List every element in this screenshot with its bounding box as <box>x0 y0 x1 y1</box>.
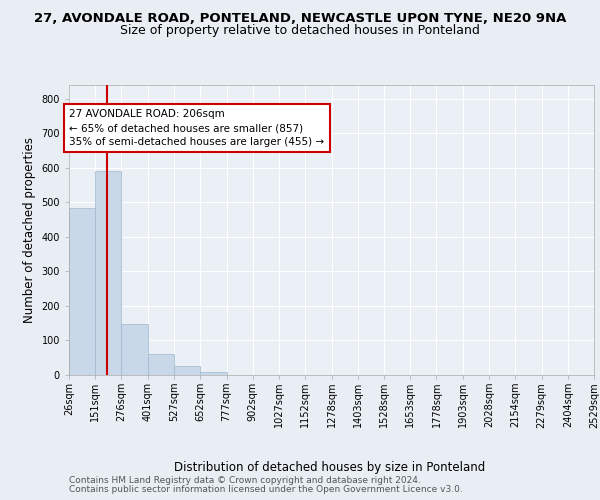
Text: 27, AVONDALE ROAD, PONTELAND, NEWCASTLE UPON TYNE, NE20 9NA: 27, AVONDALE ROAD, PONTELAND, NEWCASTLE … <box>34 12 566 26</box>
Text: Contains public sector information licensed under the Open Government Licence v3: Contains public sector information licen… <box>69 485 463 494</box>
Bar <box>200 372 227 375</box>
Bar <box>95 171 121 375</box>
Bar <box>148 354 174 375</box>
Y-axis label: Number of detached properties: Number of detached properties <box>23 137 36 323</box>
Text: Size of property relative to detached houses in Ponteland: Size of property relative to detached ho… <box>120 24 480 37</box>
Bar <box>121 324 148 375</box>
Text: Contains HM Land Registry data © Crown copyright and database right 2024.: Contains HM Land Registry data © Crown c… <box>69 476 421 485</box>
Text: Distribution of detached houses by size in Ponteland: Distribution of detached houses by size … <box>175 461 485 474</box>
Text: 27 AVONDALE ROAD: 206sqm
← 65% of detached houses are smaller (857)
35% of semi-: 27 AVONDALE ROAD: 206sqm ← 65% of detach… <box>70 109 325 147</box>
Bar <box>69 208 95 375</box>
Bar <box>174 366 200 375</box>
